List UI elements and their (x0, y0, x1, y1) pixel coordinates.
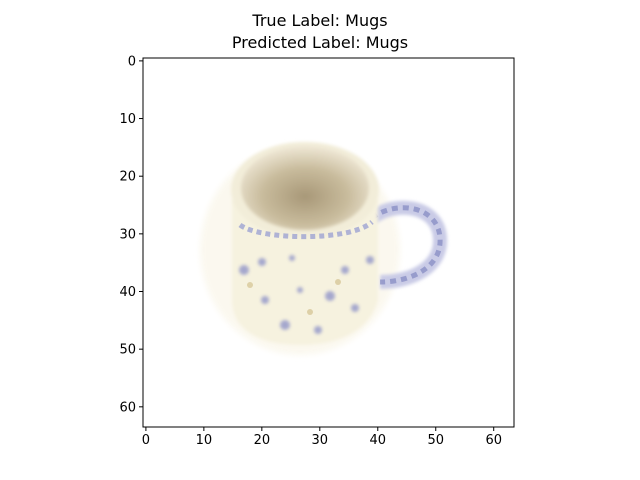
x-tick-label: 20 (254, 433, 271, 448)
y-tick-label: 0 (128, 54, 136, 69)
x-tick-label: 10 (196, 433, 213, 448)
y-tick-label: 20 (119, 170, 136, 185)
x-tick-label: 30 (312, 433, 329, 448)
y-tick-label: 50 (119, 343, 136, 358)
y-tick-label: 10 (119, 112, 136, 127)
x-tick-label: 60 (485, 433, 502, 448)
chart-title-line-2: Predicted Label: Mugs (231, 33, 409, 52)
x-tick-label: 50 (427, 433, 444, 448)
x-tick-label: 0 (142, 433, 150, 448)
y-tick-label: 30 (119, 227, 136, 242)
x-tick-label: 40 (370, 433, 387, 448)
mug-image (200, 142, 447, 355)
y-tick-label: 60 (119, 400, 136, 415)
chart-title-line-1: True Label: Mugs (252, 11, 388, 30)
y-tick-label: 40 (119, 285, 136, 300)
y-axis: 0 10 20 30 40 50 60 (119, 54, 143, 415)
axes-frame (142, 57, 515, 428)
x-axis: 0 10 20 30 40 50 60 (142, 427, 502, 448)
